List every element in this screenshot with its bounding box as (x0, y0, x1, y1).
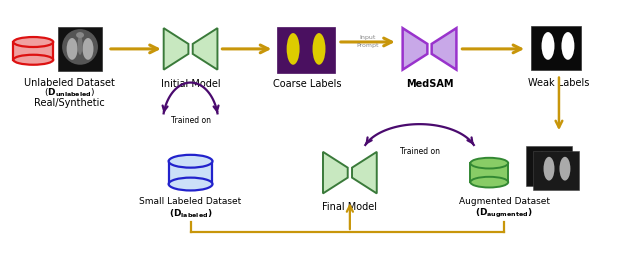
Ellipse shape (77, 35, 83, 55)
Text: Small Labeled Dataset: Small Labeled Dataset (140, 197, 242, 207)
Ellipse shape (559, 157, 570, 181)
Polygon shape (431, 28, 456, 70)
Ellipse shape (312, 33, 326, 65)
FancyBboxPatch shape (531, 26, 581, 70)
FancyBboxPatch shape (533, 151, 579, 191)
Ellipse shape (541, 32, 554, 60)
Text: Trained on: Trained on (171, 116, 211, 125)
Text: ($\mathbf{D}_{\mathbf{labeled}}$): ($\mathbf{D}_{\mathbf{labeled}}$) (169, 207, 212, 220)
FancyBboxPatch shape (526, 146, 572, 186)
Ellipse shape (13, 55, 53, 65)
Ellipse shape (303, 34, 308, 64)
Polygon shape (164, 28, 188, 70)
Text: Coarse Labels: Coarse Labels (273, 79, 341, 89)
Text: Trained on: Trained on (399, 147, 440, 156)
Text: Initial Model: Initial Model (161, 79, 220, 89)
Ellipse shape (470, 177, 508, 188)
Text: Input: Input (360, 35, 376, 40)
Ellipse shape (536, 152, 547, 176)
FancyBboxPatch shape (169, 161, 212, 184)
Text: MedSAM: MedSAM (406, 79, 453, 89)
Ellipse shape (76, 32, 84, 38)
FancyBboxPatch shape (13, 42, 53, 60)
Text: Final Model: Final Model (323, 202, 378, 212)
Text: Unlabeled Dataset: Unlabeled Dataset (24, 78, 115, 88)
Text: Real/Synthetic: Real/Synthetic (34, 98, 104, 108)
Ellipse shape (552, 152, 563, 176)
Ellipse shape (470, 158, 508, 169)
Ellipse shape (83, 38, 93, 60)
Ellipse shape (169, 155, 212, 168)
Ellipse shape (13, 37, 53, 47)
Ellipse shape (543, 157, 554, 181)
Ellipse shape (169, 178, 212, 191)
Ellipse shape (62, 29, 98, 65)
Ellipse shape (67, 38, 77, 60)
FancyBboxPatch shape (277, 27, 335, 73)
FancyBboxPatch shape (58, 27, 102, 71)
Text: Weak Labels: Weak Labels (528, 78, 589, 88)
Ellipse shape (561, 32, 574, 60)
Polygon shape (352, 152, 377, 193)
FancyBboxPatch shape (470, 163, 508, 182)
Polygon shape (403, 28, 428, 70)
Text: ($\mathbf{D}_{\mathbf{unlabeled}}$): ($\mathbf{D}_{\mathbf{unlabeled}}$) (44, 87, 95, 99)
Polygon shape (193, 28, 218, 70)
Ellipse shape (555, 28, 561, 36)
Ellipse shape (287, 33, 300, 65)
Text: ($\mathbf{D}_{\mathbf{augmented}}$): ($\mathbf{D}_{\mathbf{augmented}}$) (476, 207, 533, 220)
Text: Augmented Dataset: Augmented Dataset (459, 197, 550, 207)
Polygon shape (323, 152, 348, 193)
Text: Prompt: Prompt (356, 43, 379, 48)
